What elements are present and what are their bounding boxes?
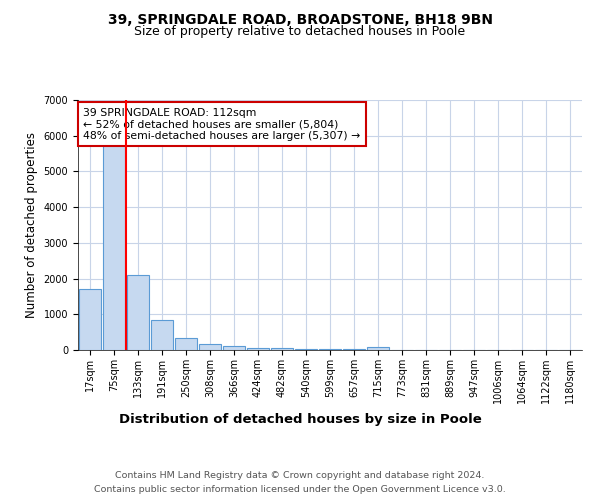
Text: Contains HM Land Registry data © Crown copyright and database right 2024.: Contains HM Land Registry data © Crown c… (115, 471, 485, 480)
Bar (295, 348, 317, 350)
Bar (103, 141, 125, 350)
Text: Size of property relative to detached houses in Poole: Size of property relative to detached ho… (134, 25, 466, 38)
Bar (175, 338, 197, 350)
Bar (79, 290, 101, 350)
Bar (247, 348, 269, 350)
Y-axis label: Number of detached properties: Number of detached properties (25, 132, 38, 318)
Bar (127, 275, 149, 350)
Bar (271, 348, 293, 350)
Text: Distribution of detached houses by size in Poole: Distribution of detached houses by size … (119, 412, 481, 426)
Bar (343, 349, 365, 350)
Bar (319, 349, 341, 350)
Bar (151, 320, 173, 350)
Bar (199, 344, 221, 350)
Bar (367, 348, 389, 350)
Bar (223, 346, 245, 350)
Text: 39 SPRINGDALE ROAD: 112sqm
← 52% of detached houses are smaller (5,804)
48% of s: 39 SPRINGDALE ROAD: 112sqm ← 52% of deta… (83, 108, 360, 140)
Text: 39, SPRINGDALE ROAD, BROADSTONE, BH18 9BN: 39, SPRINGDALE ROAD, BROADSTONE, BH18 9B… (107, 12, 493, 26)
Text: Contains public sector information licensed under the Open Government Licence v3: Contains public sector information licen… (94, 485, 506, 494)
